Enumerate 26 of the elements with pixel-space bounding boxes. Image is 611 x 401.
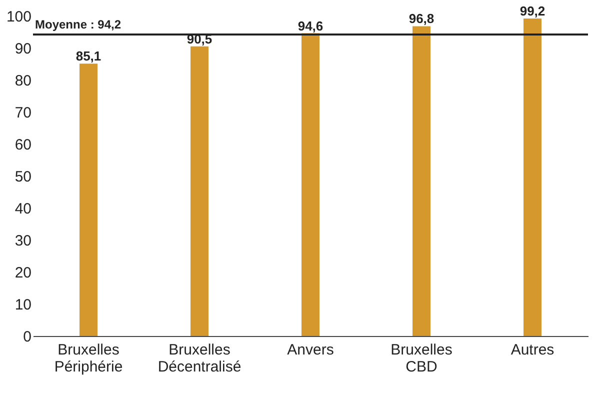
x-tick-label: Autres (510, 342, 554, 358)
data-label: 96,8 (408, 11, 434, 26)
y-tick-label: 70 (14, 104, 32, 122)
y-tick-label: 20 (14, 264, 32, 282)
y-tick-label: 10 (14, 296, 32, 314)
bar (190, 46, 208, 336)
bar (302, 33, 320, 336)
y-tick-label: 60 (14, 136, 32, 154)
bar (524, 18, 542, 336)
bar (412, 26, 430, 336)
y-tick-label: 100 (6, 8, 32, 26)
data-label: 99,2 (520, 4, 546, 19)
y-tick-label: 90 (14, 40, 32, 58)
x-tick-label: Bruxelles Périphérie (54, 342, 123, 376)
y-tick-label: 40 (14, 200, 32, 218)
data-label: 85,1 (76, 48, 102, 64)
y-tick-label: 0 (23, 328, 32, 346)
y-tick-label: 80 (14, 72, 32, 90)
x-tick-label: Anvers (287, 342, 334, 358)
ref-line-label: Moyenne : 94,2 (35, 18, 122, 32)
x-tick-label: Bruxelles Décentralisé (158, 342, 242, 376)
data-label: 94,6 (298, 18, 324, 34)
x-tick-label: Bruxelles CBD (390, 342, 452, 376)
y-tick-label: 30 (14, 232, 32, 250)
y-tick-label: 50 (14, 168, 32, 186)
bar (80, 64, 98, 336)
